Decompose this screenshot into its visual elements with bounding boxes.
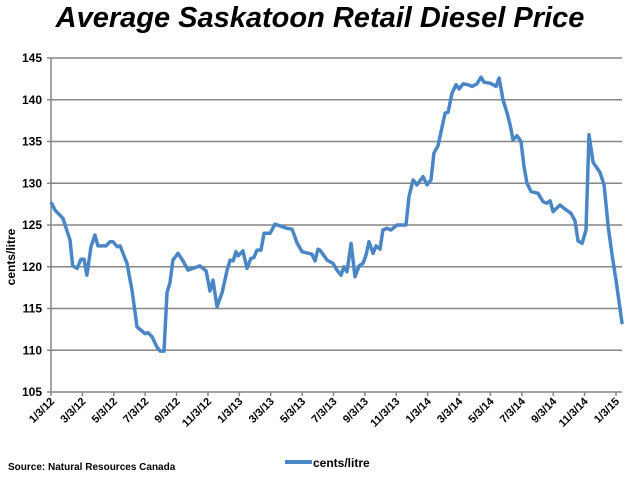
x-tick-label: 3/3/12	[58, 396, 88, 426]
y-tick-label: 105	[22, 385, 42, 399]
gridlines	[51, 57, 622, 351]
x-tick-label: 7/3/12	[121, 396, 151, 426]
x-tick-label: 1/3/13	[215, 396, 245, 426]
x-tick-label: 11/3/13	[368, 396, 402, 430]
legend: cents/litre	[285, 456, 370, 470]
y-tick-label: 140	[22, 93, 42, 107]
y-tick-label: 115	[23, 302, 43, 316]
y-tick-label: 120	[22, 260, 42, 274]
y-tick-labels: 105 110 115 120 125 130 135 140 145	[22, 51, 42, 399]
y-tick-label: 145	[22, 51, 42, 65]
x-tick-label: 3/3/13	[247, 396, 277, 426]
series-line-cents-litre	[49, 75, 624, 353]
x-tick-label: 1/3/15	[592, 396, 622, 426]
chart-title: Average Saskatoon Retail Diesel Price	[55, 2, 585, 34]
x-tick-label: 5/3/13	[278, 396, 308, 426]
y-tick-label: 125	[22, 218, 42, 232]
series-layer	[49, 75, 624, 353]
x-tick-label: 7/3/13	[310, 396, 340, 426]
x-tick-label: 11/3/14	[557, 395, 592, 430]
x-tick-label: 1/3/12	[27, 396, 57, 426]
axes	[47, 57, 622, 396]
y-tick-label: 135	[22, 135, 42, 149]
x-tick-label: 3/3/14	[435, 395, 466, 426]
x-tick-label: 11/3/12	[180, 396, 214, 430]
y-axis-title: cents/litre	[4, 228, 18, 285]
y-tick-label: 110	[23, 343, 43, 357]
legend-label: cents/litre	[313, 456, 370, 470]
source-note: Source: Natural Resources Canada	[8, 462, 176, 473]
x-tick-label: 1/3/14	[404, 395, 435, 426]
x-tick-label: 5/3/14	[466, 395, 497, 426]
x-tick-label: 5/3/12	[90, 396, 120, 426]
x-tick-label: 9/3/13	[341, 396, 371, 426]
y-tick-label: 130	[22, 176, 42, 190]
x-tick-label: 9/3/12	[153, 396, 183, 426]
x-tick-label: 7/3/14	[498, 395, 529, 426]
